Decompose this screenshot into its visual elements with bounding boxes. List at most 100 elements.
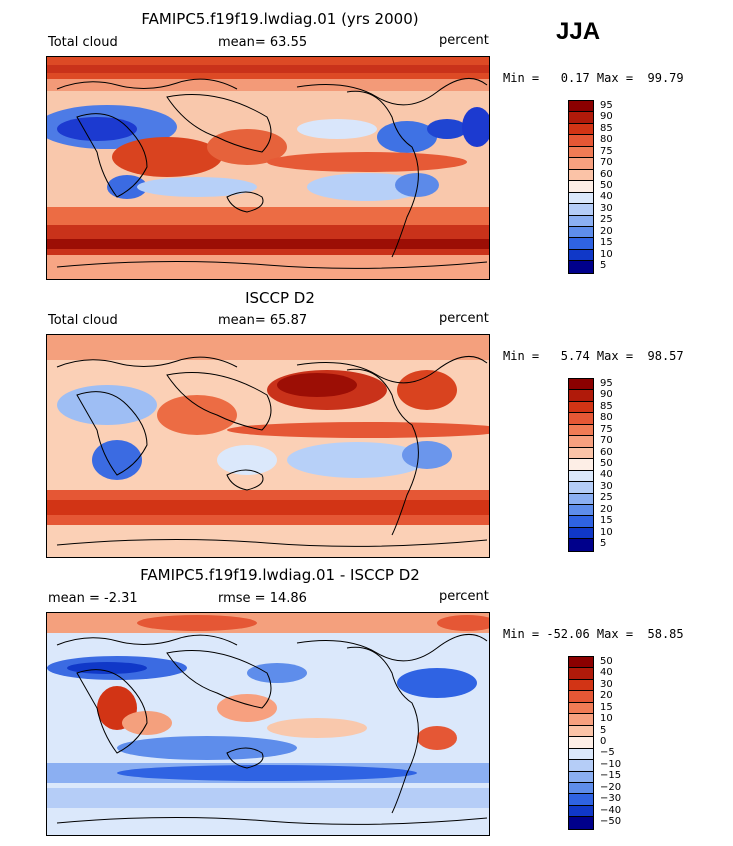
colorbar-tick-label: 90 [600, 389, 613, 401]
colorbar-tick-label: 25 [600, 214, 613, 226]
panel-1-colorbar [568, 100, 594, 274]
colorbar-tick-label: 15 [600, 701, 613, 713]
colorbar-tick-label: 10 [600, 713, 613, 725]
colorbar-swatch [569, 817, 593, 829]
panel-2-center-label: mean= 65.87 [218, 313, 308, 328]
colorbar-tick-label: 50 [600, 180, 613, 191]
colorbar-swatch [569, 504, 593, 517]
colorbar-swatch [569, 261, 593, 273]
colorbar-tick-label: −40 [600, 804, 622, 816]
colorbar-swatch [569, 158, 593, 170]
colorbar-tick-label: −30 [600, 793, 622, 805]
colorbar-tick-label: 80 [600, 134, 613, 146]
colorbar-swatch [569, 668, 593, 680]
colorbar-swatch [569, 112, 593, 124]
colorbar-swatch [569, 123, 593, 136]
colorbar-swatch [569, 413, 593, 425]
colorbar-tick-label: 20 [600, 503, 613, 515]
colorbar-tick-label: −5 [600, 747, 615, 759]
colorbar-tick-label: 5 [600, 260, 607, 272]
panel-1-colorbar-labels: 95 90 85 80 75 70 60 50 40 30 25 20 15 10 5 [600, 100, 640, 272]
colorbar-swatch [569, 527, 593, 540]
panel-3-minmax: Min = -52.06 Max = 58.85 [503, 627, 684, 641]
colorbar-tick-label: 75 [600, 145, 613, 157]
colorbar-tick-label: 90 [600, 111, 613, 123]
colorbar-swatch [569, 771, 593, 783]
panel-1-right-label: percent [439, 33, 489, 48]
panel-2-colorbar-labels: 95 90 85 80 75 70 60 50 40 30 25 20 15 10 5 [600, 378, 640, 550]
colorbar-swatch [569, 737, 593, 749]
colorbar-tick-label: 95 [600, 377, 613, 389]
colorbar-swatch [569, 805, 593, 818]
colorbar-swatch [569, 238, 593, 250]
colorbar-tick-label: 5 [600, 724, 607, 736]
panel-2-right-label: percent [439, 311, 489, 326]
panel-3-left-label: mean = -2.31 [48, 591, 138, 606]
colorbar-swatch [569, 436, 593, 448]
panel-1-minmax: Min = 0.17 Max = 99.79 [503, 71, 684, 85]
colorbar-tick-label: 80 [600, 412, 613, 424]
colorbar-tick-label: 95 [600, 99, 613, 111]
panel-1-left-label: Total cloud [48, 35, 118, 50]
colorbar-tick-label: 30 [600, 678, 613, 690]
colorbar-swatch [569, 181, 593, 193]
colorbar-swatch [569, 679, 593, 692]
colorbar-tick-label: 10 [600, 526, 613, 538]
colorbar-swatch [569, 657, 593, 669]
panel-1-map-field [47, 57, 489, 279]
panel-3-right-label: percent [439, 589, 489, 604]
colorbar-tick-label: 70 [600, 435, 613, 447]
colorbar-tick-label: 10 [600, 248, 613, 260]
colorbar-tick-label: 85 [600, 122, 613, 134]
colorbar-swatch [569, 760, 593, 772]
colorbar-tick-label: −15 [600, 770, 622, 782]
colorbar-tick-label: −50 [600, 816, 622, 828]
colorbar-swatch [569, 192, 593, 205]
panel-3-map [46, 612, 490, 836]
colorbar-tick-label: 40 [600, 469, 613, 481]
colorbar-tick-label: 60 [600, 168, 613, 180]
colorbar-swatch [569, 401, 593, 414]
colorbar-tick-label: 25 [600, 492, 613, 504]
colorbar-swatch [569, 714, 593, 726]
colorbar-tick-label: 60 [600, 446, 613, 458]
colorbar-tick-label: 75 [600, 423, 613, 435]
colorbar-tick-label: 20 [600, 690, 613, 702]
colorbar-tick-label: 85 [600, 400, 613, 412]
colorbar-tick-label: 30 [600, 480, 613, 492]
colorbar-swatch [569, 447, 593, 460]
panel-2-title: ISCCP D2 [245, 289, 315, 307]
panel-3-center-label: rmse = 14.86 [218, 591, 307, 606]
colorbar-swatch [569, 249, 593, 262]
colorbar-tick-label: 50 [600, 458, 613, 469]
panel-3-colorbar [568, 656, 594, 830]
colorbar-tick-label: 70 [600, 157, 613, 169]
panel-3-colorbar-labels: 50 40 30 20 15 10 5 0 −5 −10 −15 −20 −30 −40 −50 [600, 656, 640, 828]
colorbar-tick-label: 30 [600, 202, 613, 214]
colorbar-swatch [569, 169, 593, 182]
colorbar-swatch [569, 725, 593, 738]
colorbar-tick-label: 50 [600, 655, 613, 667]
colorbar-swatch [569, 470, 593, 483]
panel-3-map-field [47, 613, 489, 835]
colorbar-swatch [569, 782, 593, 795]
colorbar-swatch [569, 101, 593, 113]
colorbar-tick-label: 15 [600, 515, 613, 527]
panel-2-colorbar [568, 378, 594, 552]
panel-1-map [46, 56, 490, 280]
colorbar-swatch [569, 146, 593, 159]
panel-2-map-field [47, 335, 489, 557]
colorbar-tick-label: 20 [600, 225, 613, 237]
colorbar-swatch [569, 794, 593, 806]
colorbar-swatch [569, 516, 593, 528]
colorbar-swatch [569, 702, 593, 715]
colorbar-swatch [569, 493, 593, 505]
colorbar-tick-label: 0 [600, 736, 607, 747]
season-label: JJA [556, 18, 601, 45]
colorbar-tick-label: 15 [600, 237, 613, 249]
colorbar-swatch [569, 379, 593, 391]
colorbar-swatch [569, 390, 593, 402]
colorbar-swatch [569, 748, 593, 761]
colorbar-tick-label: −10 [600, 758, 622, 770]
panel-1-title: FAMIPC5.f19f19.lwdiag.01 (yrs 2000) [141, 10, 419, 28]
